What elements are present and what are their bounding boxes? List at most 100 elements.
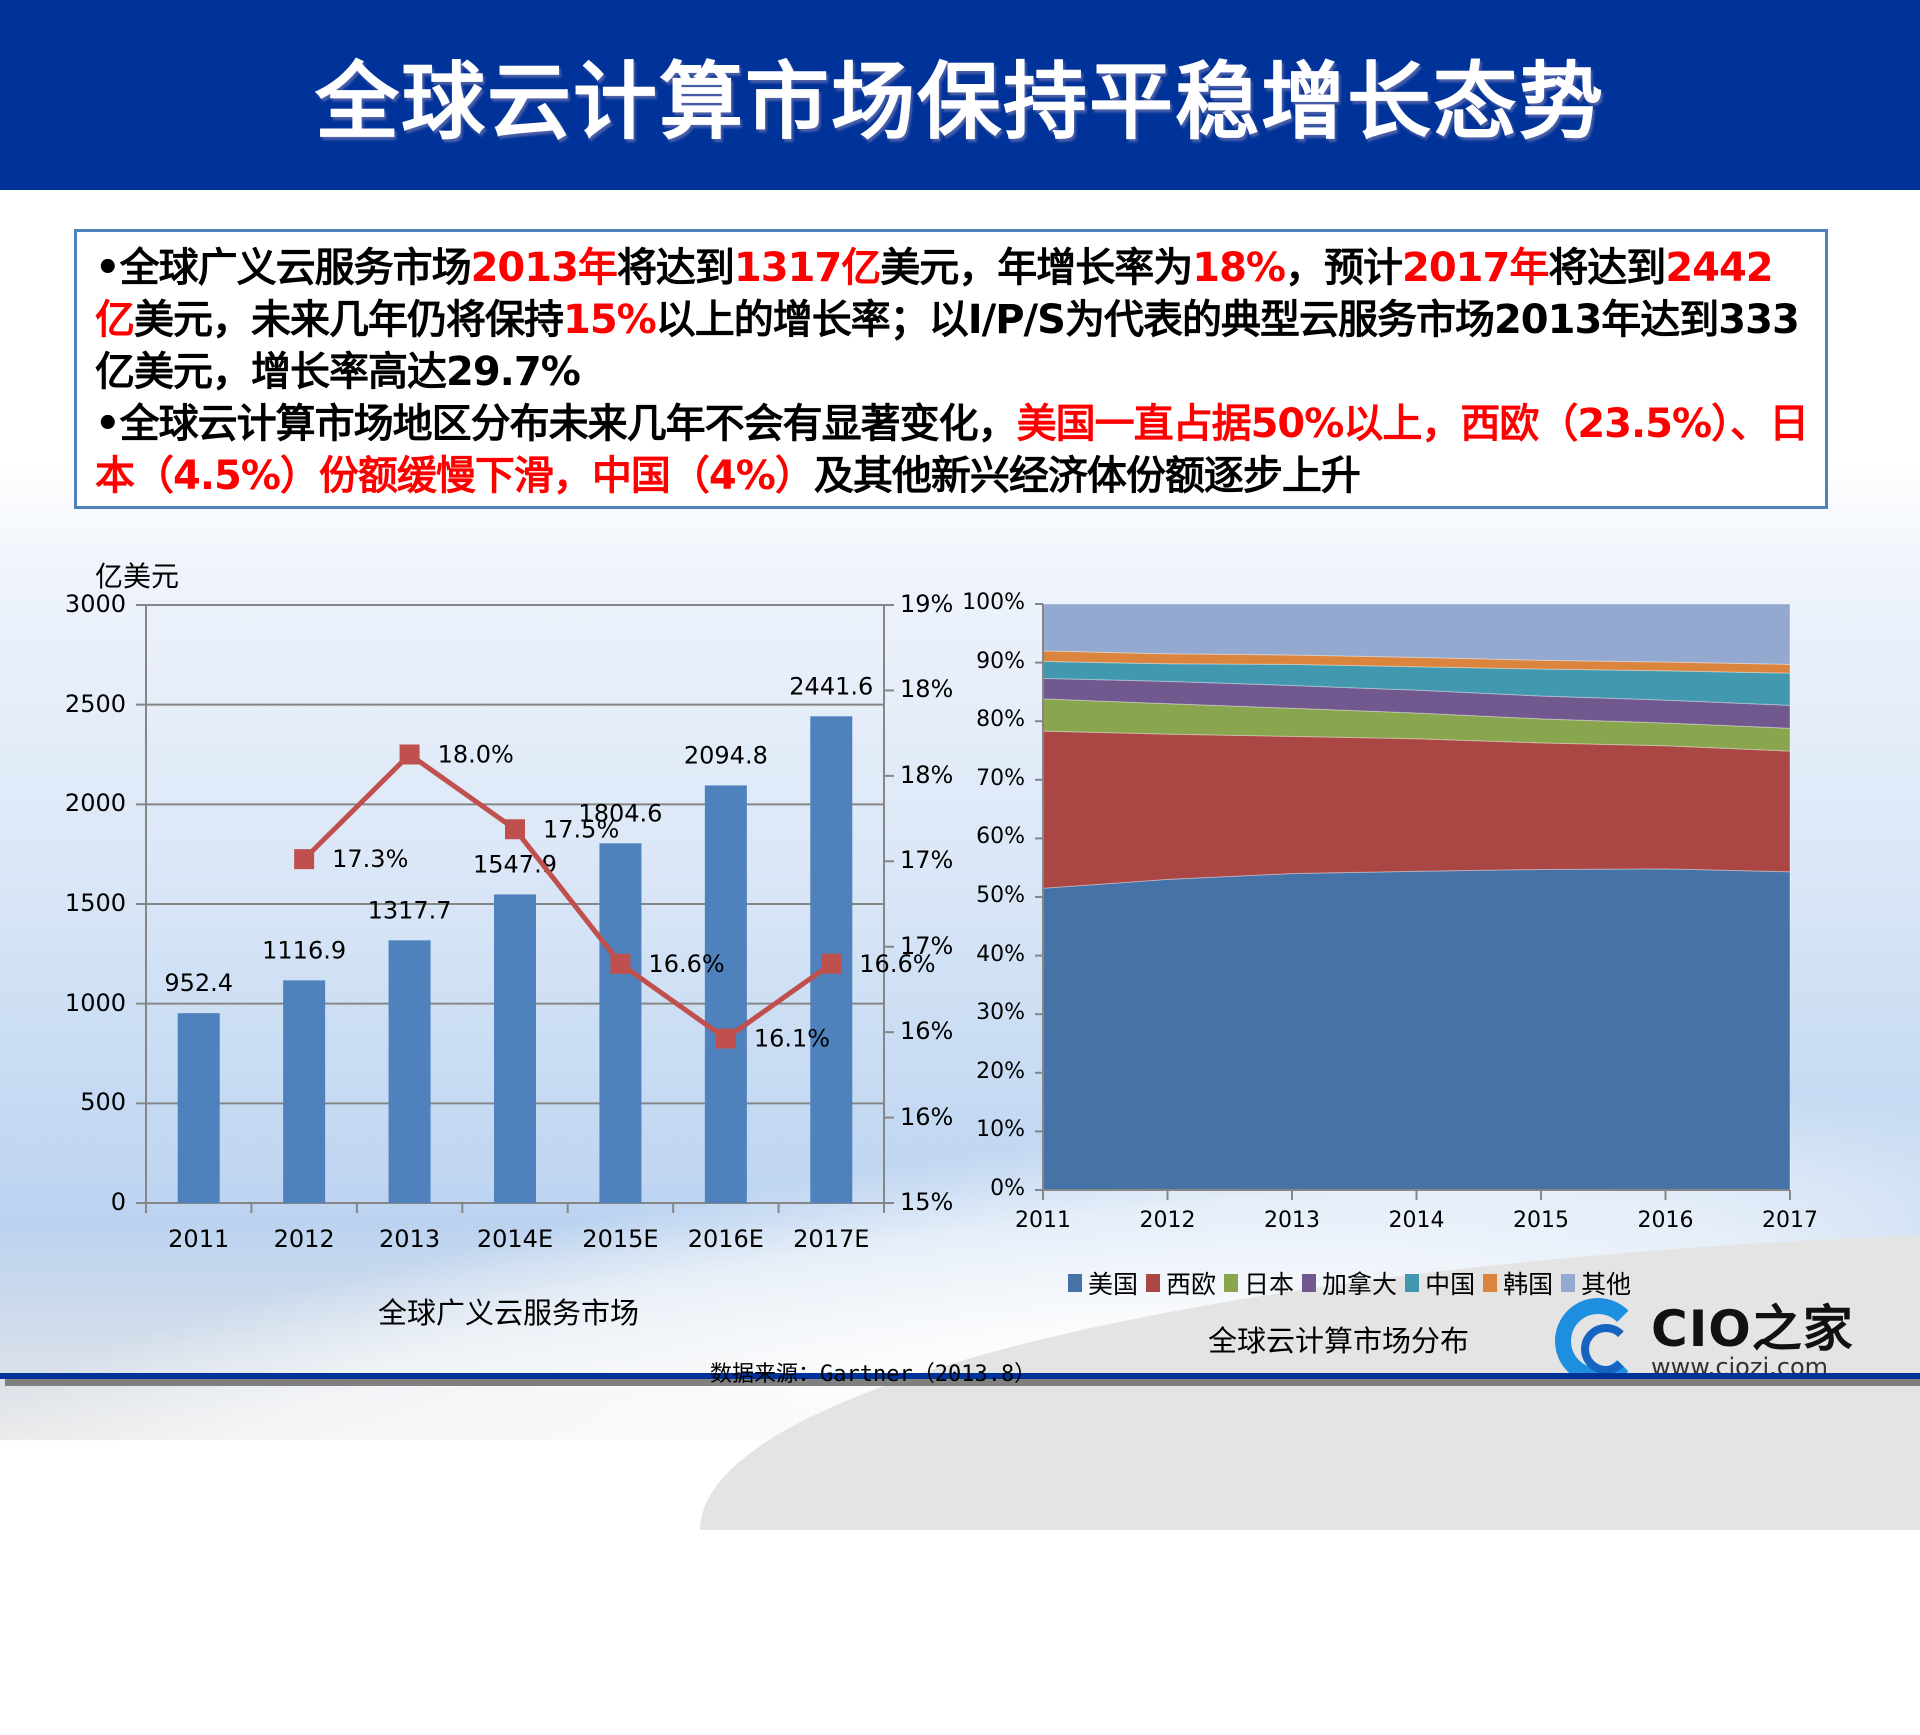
footer-rule-blue bbox=[0, 1373, 1920, 1379]
summary-text: 美元，未来几年仍将保持 bbox=[134, 297, 564, 343]
right-x-tick: 2013 bbox=[1264, 1208, 1320, 1233]
left-chart-plot: 952.41116.91317.71547.91804.62094.82441.… bbox=[136, 604, 936, 1213]
left-y-tick: 3000 bbox=[64, 590, 126, 618]
left-y2-tick: 15% bbox=[900, 1188, 954, 1216]
bar-label: 952.4 bbox=[164, 969, 233, 997]
left-x-tick: 2017E bbox=[793, 1225, 870, 1253]
right-y-tick: 20% bbox=[976, 1058, 1025, 1084]
bar bbox=[704, 785, 747, 1203]
line-label: 16.6% bbox=[859, 950, 935, 978]
legend-item: 美国 bbox=[1068, 1265, 1138, 1301]
right-y-tick: 60% bbox=[976, 824, 1025, 850]
slide-header: 全球云计算市场保持平稳增长态势 bbox=[0, 0, 1920, 190]
line-marker bbox=[399, 744, 420, 765]
legend-item: 中国 bbox=[1405, 1265, 1475, 1301]
left-y2-tick: 19% bbox=[900, 590, 954, 618]
right-x-tick: 2012 bbox=[1139, 1208, 1196, 1233]
left-y-tick: 0 bbox=[110, 1188, 126, 1216]
legend-label: 美国 bbox=[1088, 1270, 1139, 1299]
highlight-text: 1317亿 bbox=[733, 245, 881, 291]
legend-swatch-icon bbox=[1561, 1274, 1576, 1292]
left-y-tick: 1500 bbox=[64, 889, 126, 917]
right-y-tick: 50% bbox=[976, 883, 1025, 908]
left-y2-tick: 16% bbox=[900, 1102, 954, 1131]
right-x-tick: 2017 bbox=[1762, 1208, 1818, 1233]
bar-label: 1116.9 bbox=[262, 936, 346, 964]
right-y-tick: 70% bbox=[976, 765, 1025, 791]
highlight-text: 美国一直占据50%以上，西欧（23.5%）、日本（4.5%）份额缓慢下滑，中国（… bbox=[95, 401, 1809, 499]
left-x-tick: 2013 bbox=[379, 1225, 441, 1253]
line-label: 17.3% bbox=[332, 845, 408, 873]
legend-label: 日本 bbox=[1244, 1270, 1295, 1299]
legend-swatch-icon bbox=[1302, 1274, 1317, 1292]
right-x-tick: 2014 bbox=[1388, 1208, 1445, 1233]
summary-bullet-2: •全球云计算市场地区分布未来几年不会有显著变化，美国一直占据50%以上，西欧（2… bbox=[95, 398, 1809, 502]
left-x-tick: 2011 bbox=[168, 1225, 230, 1253]
left-chart-caption: 全球广义云服务市场 bbox=[378, 1296, 640, 1330]
highlight-text: 2017年 bbox=[1401, 245, 1549, 291]
legend-item: 日本 bbox=[1224, 1265, 1294, 1301]
left-chart-y-unit: 亿美元 bbox=[95, 560, 180, 593]
right-x-tick: 2016 bbox=[1637, 1208, 1694, 1233]
bar bbox=[494, 894, 536, 1203]
legend-item: 韩国 bbox=[1483, 1265, 1553, 1301]
right-chart-caption: 全球云计算市场分布 bbox=[1208, 1324, 1470, 1358]
legend-swatch-icon bbox=[1405, 1274, 1420, 1292]
legend-label: 中国 bbox=[1425, 1270, 1476, 1299]
bar bbox=[599, 843, 642, 1203]
logo-name: CIO之家 bbox=[1651, 1300, 1854, 1358]
left-y2-tick: 18% bbox=[900, 675, 954, 704]
left-y-tick: 2000 bbox=[64, 789, 126, 818]
legend-label: 加拿大 bbox=[1322, 1270, 1398, 1299]
left-x-tick: 2014E bbox=[476, 1225, 554, 1253]
footer-rule-gray bbox=[5, 1379, 1920, 1386]
legend-item: 其他 bbox=[1561, 1265, 1631, 1301]
legend-label: 其他 bbox=[1581, 1270, 1632, 1299]
right-y-tick: 80% bbox=[976, 707, 1025, 733]
right-y-tick: 10% bbox=[976, 1117, 1025, 1143]
summary-text: 及其他新兴经济体份额逐步上升 bbox=[813, 453, 1361, 499]
slide-title: 全球云计算市场保持平稳增长态势 bbox=[314, 52, 1605, 151]
highlight-text: 15% bbox=[563, 297, 657, 343]
legend-swatch-icon bbox=[1483, 1274, 1498, 1292]
bar bbox=[177, 1013, 220, 1203]
line-marker bbox=[821, 953, 842, 974]
line-marker bbox=[610, 953, 631, 974]
left-x-tick: 2012 bbox=[273, 1225, 335, 1253]
legend-label: 韩国 bbox=[1503, 1270, 1554, 1299]
line-marker bbox=[505, 819, 525, 840]
legend-swatch-icon bbox=[1068, 1274, 1082, 1292]
bar-label: 2441.6 bbox=[789, 672, 873, 700]
bar bbox=[283, 980, 326, 1203]
legend-label: 西欧 bbox=[1166, 1270, 1217, 1299]
summary-bullet-1: •全球广义云服务市场2013年将达到1317亿美元，年增长率为18%，预计201… bbox=[95, 242, 1809, 398]
summary-text: ，预计 bbox=[1284, 245, 1403, 291]
summary-text: 将达到 bbox=[616, 245, 735, 291]
summary-box: •全球广义云服务市场2013年将达到1317亿美元，年增长率为18%，预计201… bbox=[74, 229, 1828, 509]
summary-text: •全球广义云服务市场 bbox=[95, 245, 472, 291]
left-y-tick: 500 bbox=[80, 1088, 126, 1117]
summary-text: 美元，年增长率为 bbox=[880, 245, 1193, 291]
right-y-tick: 40% bbox=[976, 941, 1025, 967]
left-y-tick: 1000 bbox=[64, 988, 126, 1017]
left-y-tick: 2500 bbox=[64, 689, 126, 718]
right-x-tick: 2011 bbox=[1015, 1208, 1071, 1233]
highlight-text: 18% bbox=[1192, 245, 1286, 291]
line-marker bbox=[294, 849, 315, 870]
cio-logo: CIO之家 www.ciozi.com bbox=[1555, 1298, 1854, 1384]
legend-item: 西欧 bbox=[1146, 1265, 1216, 1301]
left-y2-tick: 16% bbox=[900, 1017, 954, 1046]
left-y2-tick: 17% bbox=[900, 931, 954, 960]
right-y-tick: 30% bbox=[976, 1000, 1025, 1026]
legend-item: 加拿大 bbox=[1302, 1265, 1397, 1301]
summary-text: 将达到 bbox=[1548, 245, 1666, 291]
right-y-tick: 90% bbox=[976, 648, 1025, 674]
right-x-tick: 2015 bbox=[1513, 1208, 1569, 1233]
bar bbox=[388, 940, 431, 1203]
bar-label: 1804.6 bbox=[578, 799, 662, 827]
data-source-note: 数据来源：Gartner（2013.8） bbox=[710, 1362, 1037, 1387]
summary-text: 以上的增长率；以I/P/S为代表的典型云服务市场2013年达到333亿美元，增长… bbox=[95, 297, 1800, 395]
left-x-tick: 2016E bbox=[687, 1225, 764, 1253]
bar-label: 2094.8 bbox=[684, 741, 768, 769]
logo-c-icon bbox=[1555, 1298, 1641, 1384]
